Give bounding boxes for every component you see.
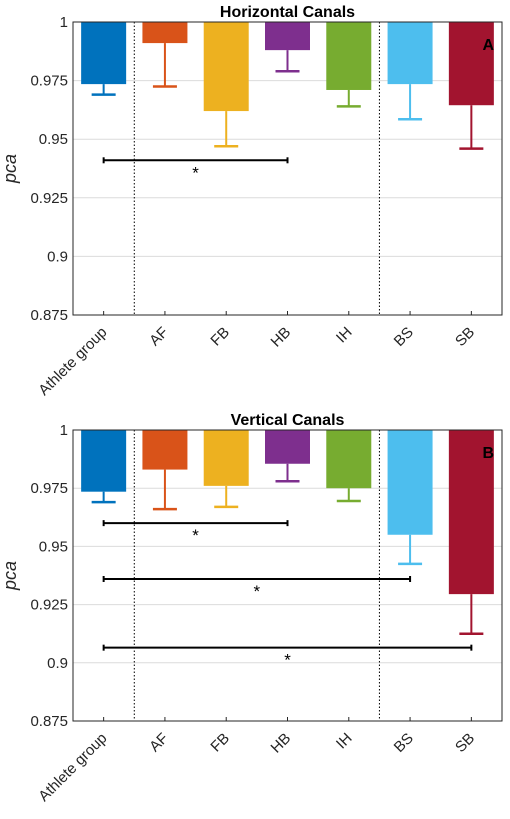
bar-fb [203, 22, 249, 112]
bar-ih [326, 430, 372, 489]
bar-hb [265, 22, 310, 51]
chart-panel-1: 0.875 0.9 0.925 0.95 0.975 1 Athlete group AF FB… [0, 4, 503, 399]
y-tick-label: 1 [60, 14, 68, 31]
bar-bs [387, 430, 433, 535]
chart-panel-2: 0.875 0.9 0.925 0.95 0.975 1 Athlete group AF FB… [0, 412, 503, 805]
significance-label: * [192, 526, 199, 545]
x-tick-label: HB [268, 730, 295, 757]
x-tick-label: IH [333, 324, 356, 347]
x-tick-label: FB [207, 324, 233, 350]
y-tick-label: 0.875 [30, 713, 68, 730]
bar-fb [203, 430, 249, 486]
bar-af [142, 22, 188, 44]
panel-label: B [482, 445, 494, 462]
y-tick-label: 0.9 [47, 248, 68, 265]
y-tick-label: 1 [60, 422, 68, 439]
bar-sb [448, 430, 494, 595]
bar-bs [387, 22, 433, 85]
y-axis-label: pca [0, 154, 20, 184]
x-tick-label: SB [452, 324, 478, 350]
y-tick-label: 0.975 [30, 480, 68, 497]
significance-label: * [192, 163, 199, 182]
y-tick-label: 0.975 [30, 73, 68, 90]
panel-label: A [482, 37, 494, 54]
x-tick-label: BS [391, 730, 417, 756]
y-tick-label: 0.9 [47, 655, 68, 672]
x-tick-label: Athlete group [35, 324, 110, 399]
chart-title: Vertical Canals [231, 412, 345, 429]
y-axis-label: pca [0, 561, 20, 591]
x-tick-label: AF [146, 730, 172, 756]
bar-athlete-group [81, 22, 127, 85]
x-tick-label: HB [268, 324, 295, 351]
y-tick-label: 0.925 [30, 190, 68, 207]
bar-sb [448, 22, 494, 106]
x-tick-label: AF [146, 324, 172, 350]
bar-ih [326, 22, 372, 90]
significance-label: * [254, 582, 261, 601]
y-tick-label: 0.95 [39, 131, 68, 148]
bar-hb [265, 430, 310, 464]
bar-af [142, 430, 188, 470]
bar-athlete-group [81, 430, 127, 492]
y-tick-label: 0.925 [30, 597, 68, 614]
y-tick-label: 0.875 [30, 307, 68, 324]
x-tick-label: SB [452, 730, 478, 756]
x-tick-label: IH [333, 730, 356, 753]
x-tick-label: BS [391, 324, 417, 350]
x-tick-label: Athlete group [35, 730, 110, 805]
chart-title: Horizontal Canals [220, 4, 355, 21]
significance-label: * [284, 651, 291, 670]
y-tick-label: 0.95 [39, 538, 68, 555]
x-tick-label: FB [207, 730, 233, 756]
